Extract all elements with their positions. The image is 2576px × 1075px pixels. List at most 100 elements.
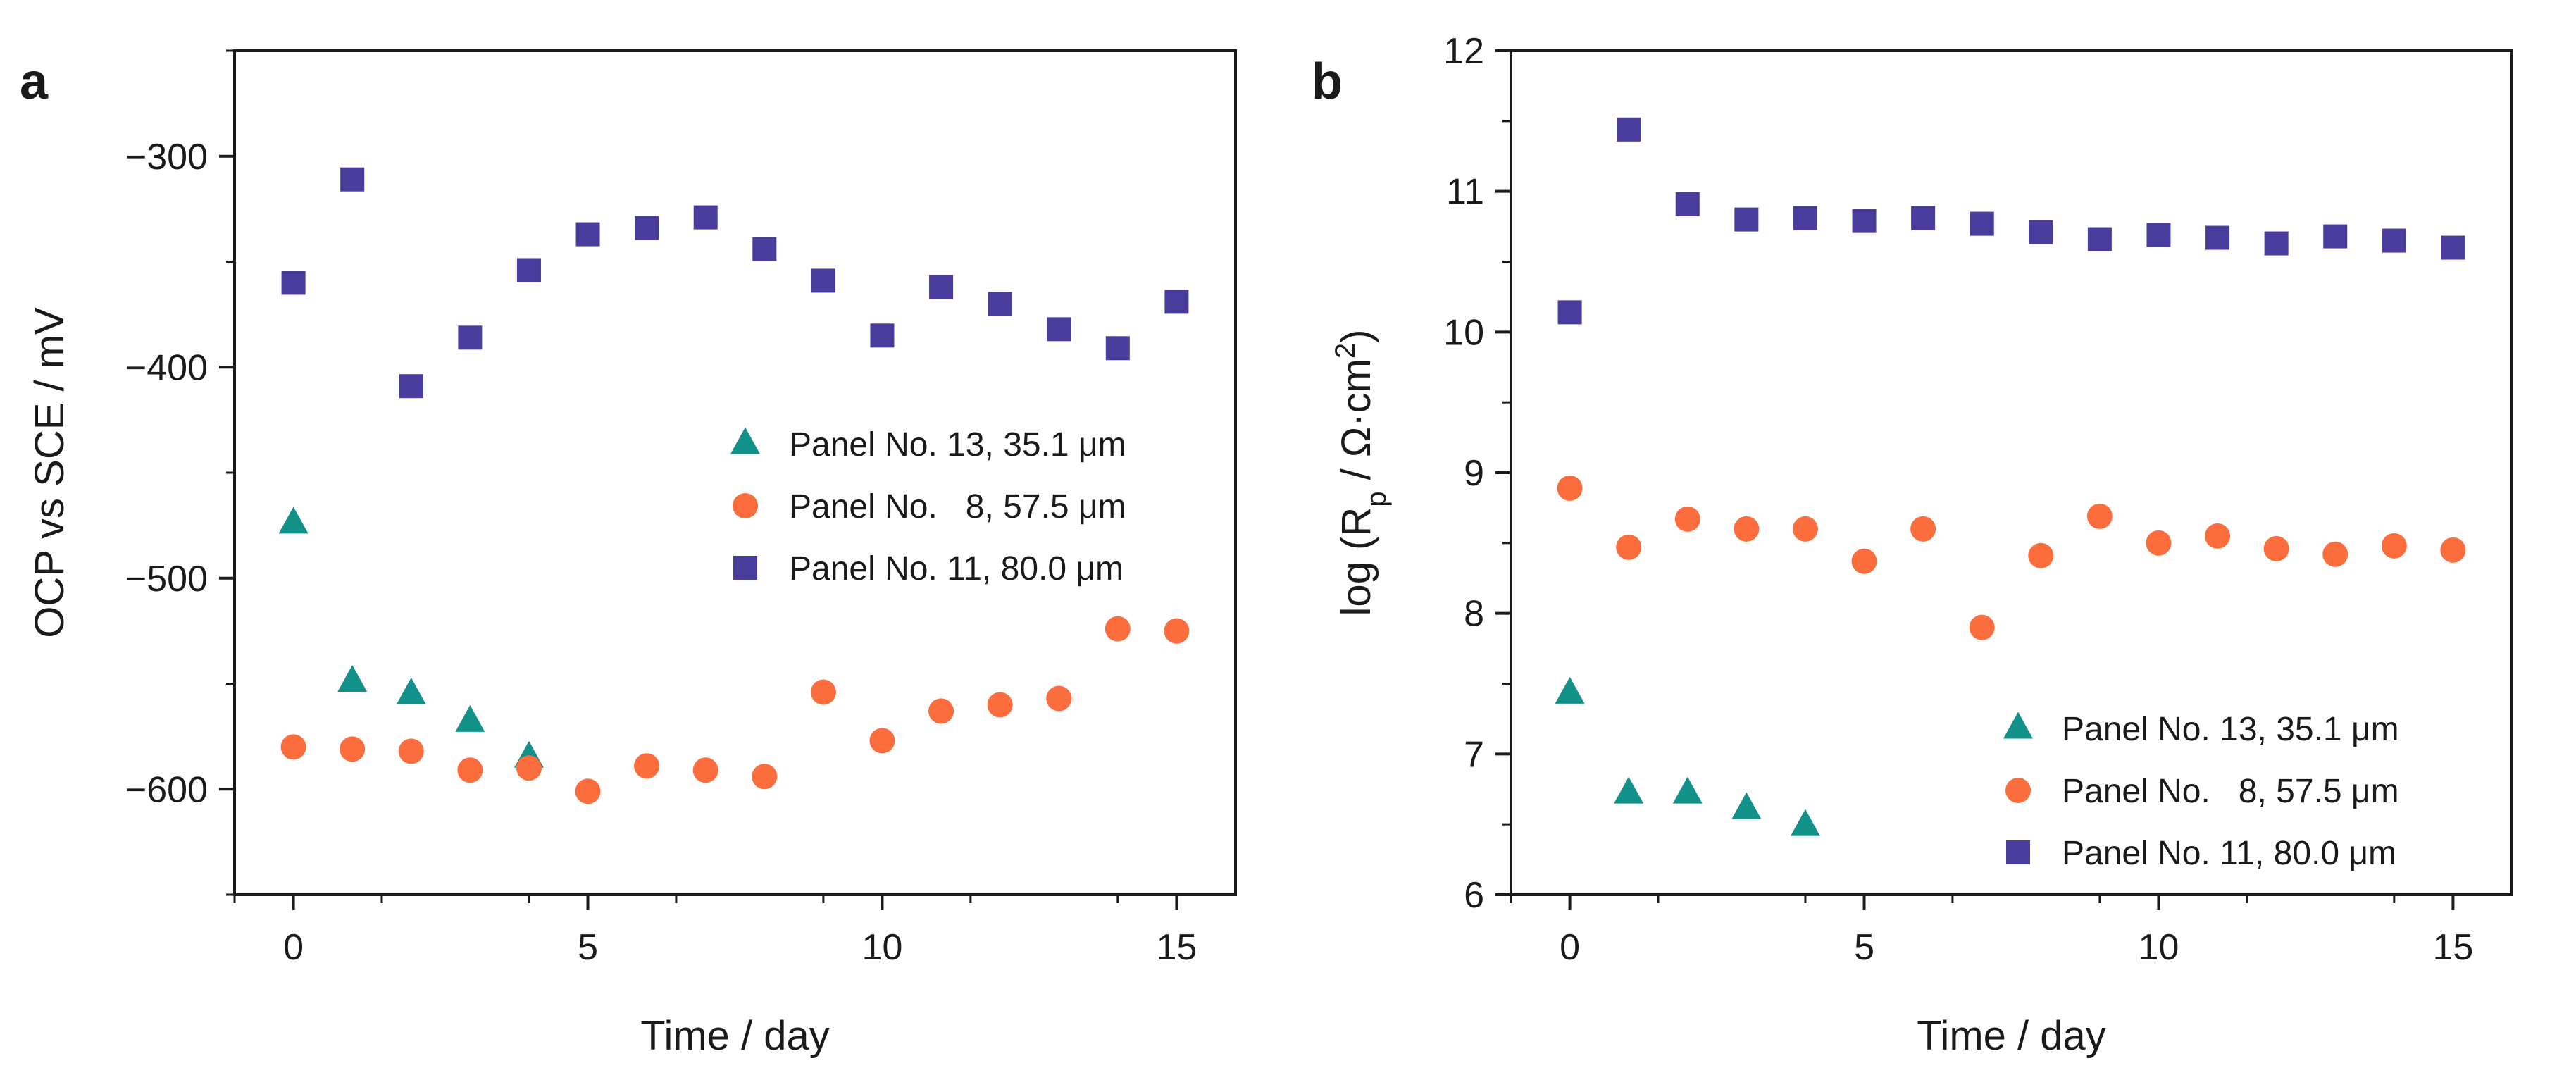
panel-a-point-square — [1105, 336, 1130, 361]
panel-a-legend-marker-triangle — [730, 427, 760, 454]
panel-b-y-tick-label: 8 — [1464, 594, 1484, 635]
panel-b-point-square — [2146, 223, 2171, 247]
panel-a-point-circle — [340, 736, 366, 762]
panel-a-x-axis-title: Time / day — [640, 1013, 830, 1059]
panel-b-y-tick-label: 7 — [1464, 734, 1484, 775]
panel-a-y-axis-title: OCP vs SCE / mV — [27, 307, 73, 638]
panel-b-point-circle — [1969, 614, 1995, 640]
panel-b-series-square — [1557, 117, 2465, 325]
panel-b-x-tick-label: 10 — [2139, 927, 2179, 968]
panel-b-point-circle — [2086, 503, 2113, 529]
panel-a-y-tick-label: −500 — [125, 559, 208, 599]
panel-b-point-square — [1911, 206, 1936, 230]
panel-b-point-circle — [2146, 530, 2172, 556]
panel-b-point-square — [2382, 228, 2406, 253]
panel-a-point-circle — [987, 692, 1013, 718]
panel-b-point-circle — [1557, 475, 1583, 501]
panel-b-y-tick-label: 12 — [1443, 31, 1484, 72]
panel-a-legend: Panel No. 13, 35.1 μm Panel No. 8, 57.5 μ… — [730, 426, 1126, 588]
panel-b-point-circle — [1616, 534, 1642, 560]
panel-a-series-triangle — [278, 507, 544, 768]
panel-a-point-circle — [398, 738, 424, 764]
panel-a-point-square — [516, 258, 541, 282]
panel-a-point-triangle — [455, 704, 485, 732]
panel-b-label: b — [1312, 54, 1343, 110]
panel-a-point-triangle — [337, 664, 368, 692]
panel-a-point-circle — [634, 753, 660, 779]
panel-a-point-square — [1164, 290, 1189, 314]
panel-a-point-square — [281, 271, 306, 295]
panel-a-point-circle — [280, 734, 306, 760]
panel-a-series-square — [281, 167, 1189, 399]
panel-b-legend-label: Panel No. 8, 57.5 μm — [2062, 773, 2399, 810]
panel-b-legend-label: Panel No. 13, 35.1 μm — [2062, 711, 2399, 748]
panel-b-point-circle — [1734, 516, 1760, 542]
panel-a-series-circle — [280, 616, 1190, 804]
panel-a-label: a — [20, 54, 49, 110]
panel-b-legend-marker-circle — [2005, 778, 2031, 803]
panel-b-legend-marker-square — [2006, 840, 2030, 864]
panel-a-point-circle — [1046, 685, 1072, 712]
panel-b-point-circle — [2263, 535, 2289, 561]
panel-a-point-square — [635, 216, 659, 240]
panel-a-legend-label: Panel No. 8, 57.5 μm — [789, 488, 1126, 526]
panel-a-x-tick-label: 5 — [578, 927, 598, 968]
panel-b-point-triangle — [1731, 792, 1762, 819]
panel-a-point-square — [929, 275, 954, 299]
panel-a-y-tick-label: −300 — [125, 137, 208, 178]
panel-b-y-tick-label: 11 — [1446, 172, 1484, 213]
panel-a-point-triangle — [278, 507, 309, 534]
panel-a-point-circle — [457, 757, 483, 783]
panel-a-legend-label: Panel No. 11, 80.0 μm — [789, 550, 1124, 588]
panel-b-x-tick-label: 0 — [1560, 927, 1580, 968]
panel-b-x-axis-title: Time / day — [1917, 1013, 2106, 1059]
panel-b-point-square — [2441, 235, 2465, 260]
panel-b-point-square — [2264, 231, 2289, 256]
panel-a-point-square — [1047, 317, 1071, 342]
panel-a-point-circle — [752, 764, 778, 790]
panel-b-legend-marker-triangle — [2003, 712, 2033, 739]
panel-b-point-square — [2087, 227, 2112, 251]
panel-b-point-square — [1970, 211, 1994, 236]
panel-a-legend-label: Panel No. 13, 35.1 μm — [789, 426, 1126, 464]
panel-a-point-triangle — [396, 677, 426, 704]
panel-a-legend-marker-square — [733, 556, 757, 580]
panel-b-y-tick-label: 6 — [1464, 875, 1484, 916]
panel-b-y-axis-title: log (Rp / Ω·cm2) — [1330, 330, 1392, 616]
panel-a-point-square — [575, 222, 600, 247]
panel-a-point-square — [752, 237, 777, 261]
panel-a-point-circle — [516, 755, 542, 781]
panel-b-point-square — [1557, 300, 1582, 325]
panel-a-point-circle — [1105, 616, 1131, 642]
panel-b-point-circle — [1792, 516, 1818, 542]
panel-a-point-square — [399, 374, 423, 399]
panel-b-point-circle — [1910, 516, 1936, 542]
panel-b-point-square — [2029, 220, 2053, 244]
panel-a-point-circle — [575, 778, 601, 804]
panel-a-y-tick-label: −600 — [125, 769, 208, 810]
panel-b-x-tick-label: 5 — [1854, 927, 1874, 968]
panel-b-point-circle — [2440, 537, 2466, 563]
panel-b-point-triangle — [1555, 676, 1585, 704]
panel-b-point-circle — [2381, 533, 2407, 559]
panel-b-series-triangle — [1555, 676, 1820, 836]
panel-b-point-square — [1734, 207, 1759, 232]
panel-b-legend: Panel No. 13, 35.1 μm Panel No. 8, 57.5 μ… — [2003, 711, 2399, 872]
panel-a-point-square — [870, 323, 895, 348]
panel-a-legend-marker-circle — [733, 493, 758, 518]
panel-a-point-circle — [810, 679, 836, 705]
panel-b-point-square — [1675, 192, 1700, 216]
panel-b-point-square — [2323, 224, 2348, 249]
chart-panel-a: a 0 5 10 15 −300 −400 −500 −600 Time / day OCP vs… — [20, 49, 1237, 1059]
panel-a-point-square — [693, 205, 718, 230]
panel-b-point-triangle — [1672, 776, 1703, 804]
panel-b-point-circle — [1851, 548, 1877, 574]
panel-b-x-tick-label: 15 — [2432, 927, 2473, 968]
panel-b-y-tick-label: 10 — [1443, 312, 1484, 353]
panel-a-x-tick-label: 0 — [283, 927, 304, 968]
panel-b-point-square — [1852, 209, 1877, 233]
panel-a-point-circle — [1164, 618, 1190, 644]
panel-a-x-tick-label: 15 — [1156, 927, 1197, 968]
panel-a-point-circle — [869, 728, 895, 754]
panel-a-point-square — [458, 325, 483, 350]
